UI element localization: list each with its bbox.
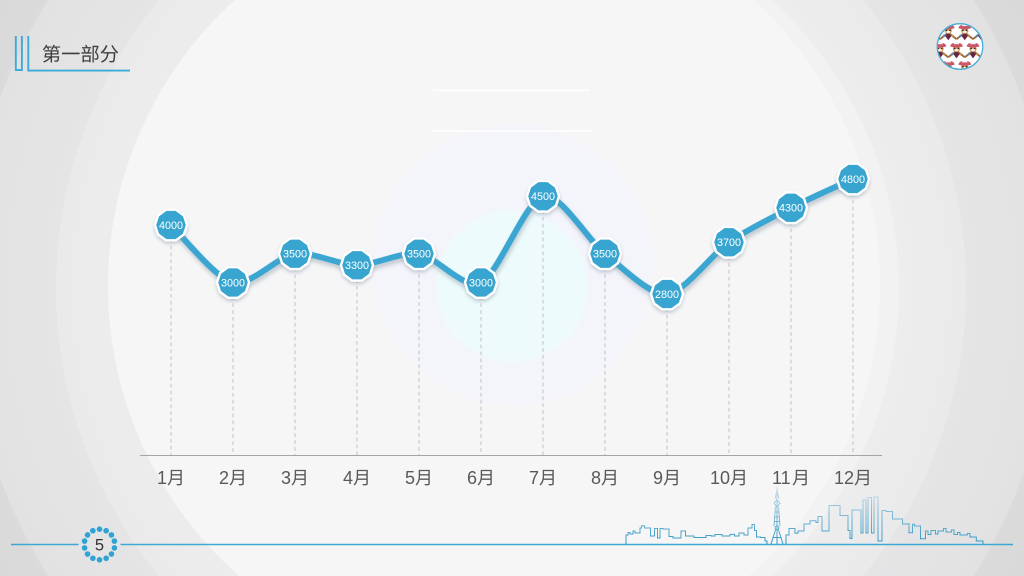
svg-text:11: 11 (772, 468, 791, 488)
svg-text:5: 5 (405, 468, 415, 488)
svg-text:9: 9 (653, 468, 663, 488)
svg-text:4: 4 (343, 468, 353, 488)
svg-text:3000: 3000 (221, 277, 245, 289)
svg-text:10: 10 (710, 468, 730, 488)
svg-text:3300: 3300 (345, 260, 369, 272)
svg-text:7: 7 (529, 468, 539, 488)
svg-text:1: 1 (157, 468, 167, 488)
svg-text:12: 12 (834, 468, 854, 488)
svg-text:4800: 4800 (841, 174, 865, 186)
svg-text:4300: 4300 (779, 203, 803, 215)
svg-text:3000: 3000 (469, 277, 493, 289)
svg-text:4500: 4500 (531, 191, 555, 203)
svg-text:8: 8 (591, 468, 601, 488)
svg-text:3: 3 (281, 468, 291, 488)
svg-text:3500: 3500 (407, 249, 431, 261)
svg-text:4000: 4000 (159, 220, 183, 232)
svg-text:2: 2 (219, 468, 229, 488)
svg-text:2800: 2800 (655, 289, 679, 301)
svg-text:3500: 3500 (593, 249, 617, 261)
svg-text:3500: 3500 (283, 249, 307, 261)
svg-text:3700: 3700 (717, 237, 741, 249)
svg-text:6: 6 (467, 468, 477, 488)
svg-text:5: 5 (95, 536, 104, 554)
